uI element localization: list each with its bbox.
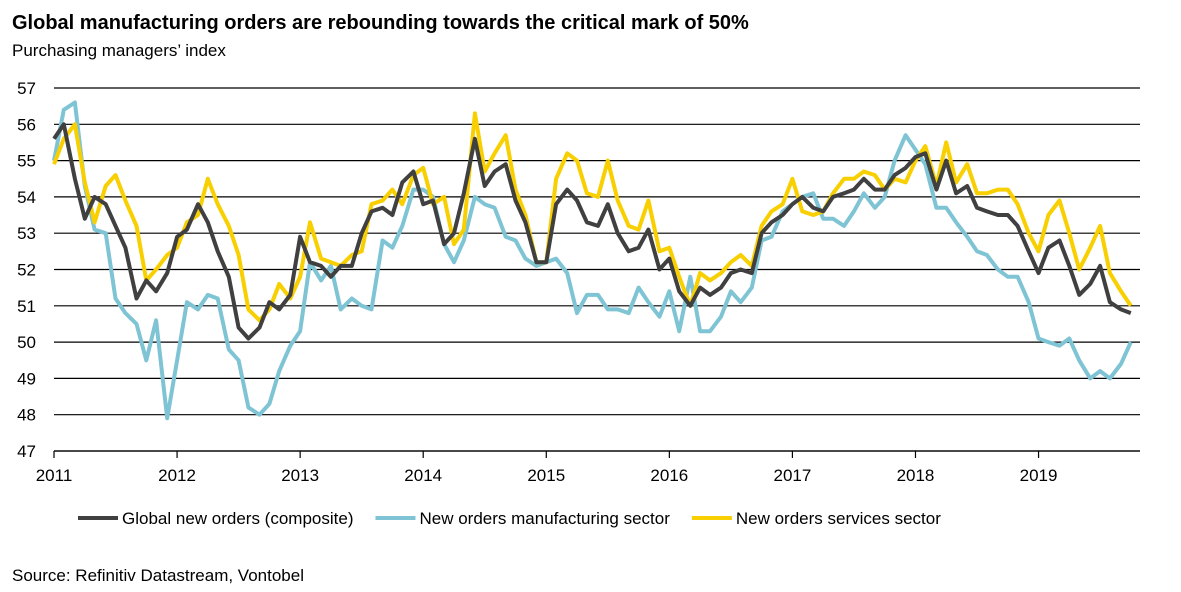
y-tick-label: 47 — [17, 442, 36, 461]
y-tick-label: 55 — [17, 152, 36, 171]
series-line — [52, 111, 1133, 323]
y-tick-label: 54 — [17, 188, 36, 207]
series-line — [52, 122, 1132, 341]
y-tick-label: 48 — [17, 406, 36, 425]
y-tick-label: 50 — [17, 333, 36, 352]
x-tick-label: 2016 — [650, 466, 688, 485]
x-tick-label: 2018 — [897, 466, 935, 485]
x-tick-label: 2019 — [1020, 466, 1058, 485]
y-tick-label: 51 — [17, 297, 36, 316]
x-tick-label: 2013 — [281, 466, 319, 485]
x-tick-label: 2011 — [36, 466, 73, 485]
source: Source: Refinitiv Datastream, Vontobel — [12, 566, 304, 585]
y-tick-label: 49 — [17, 369, 36, 388]
y-tick-label: 53 — [17, 224, 36, 243]
y-tick-label: 56 — [17, 115, 36, 134]
y-tick-label: 52 — [17, 261, 36, 280]
legend-label: Global new orders (composite) — [122, 509, 353, 528]
chart-subtitle: Purchasing managers’ index — [12, 41, 226, 60]
series-line — [52, 100, 1133, 421]
chart-title: Global manufacturing orders are reboundi… — [12, 12, 749, 34]
x-tick-label: 2017 — [773, 466, 811, 485]
legend-label: New orders manufacturing sector — [419, 509, 670, 528]
x-tick-label: 2012 — [158, 466, 196, 485]
y-tick-label: 57 — [17, 79, 36, 98]
legend-label: New orders services sector — [736, 509, 941, 528]
x-tick-label: 2015 — [527, 466, 565, 485]
x-tick-label: 2014 — [404, 466, 442, 485]
